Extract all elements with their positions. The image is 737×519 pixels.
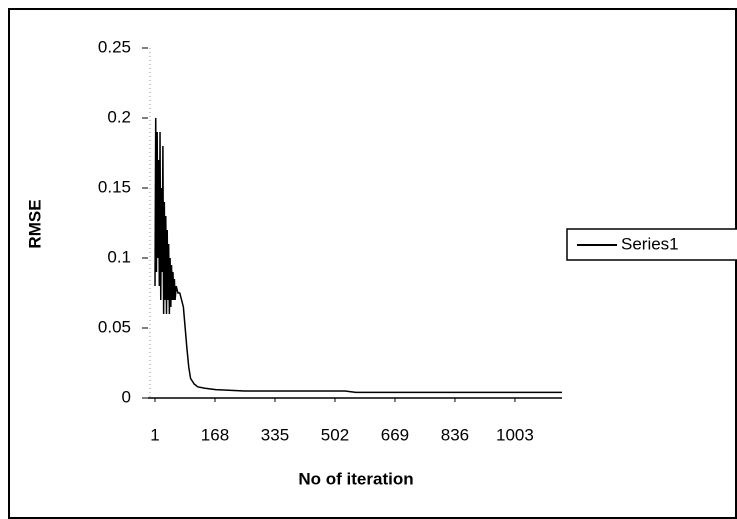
x-tick-label: 335	[261, 425, 289, 444]
x-tick-label: 836	[441, 425, 469, 444]
y-tick-label: 0.15	[98, 177, 131, 196]
x-tick-label: 502	[321, 425, 349, 444]
y-tick-label: 0.05	[98, 317, 131, 336]
y-tick-label: 0.2	[107, 107, 131, 126]
series-line	[154, 117, 562, 394]
x-tick-label: 669	[381, 425, 409, 444]
x-tick-label: 1003	[496, 425, 534, 444]
y-tick-label: 0	[122, 387, 131, 406]
y-tick-label: 0.25	[98, 37, 131, 56]
y-tick-label: 0.1	[107, 247, 131, 266]
x-tick-label: 1	[150, 425, 159, 444]
y-axis-title: RMSE	[25, 199, 44, 248]
chart-frame	[8, 8, 737, 519]
legend-label: Series1	[621, 234, 679, 253]
x-tick-label: 168	[201, 425, 229, 444]
x-axis-title: No of iteration	[298, 469, 413, 488]
